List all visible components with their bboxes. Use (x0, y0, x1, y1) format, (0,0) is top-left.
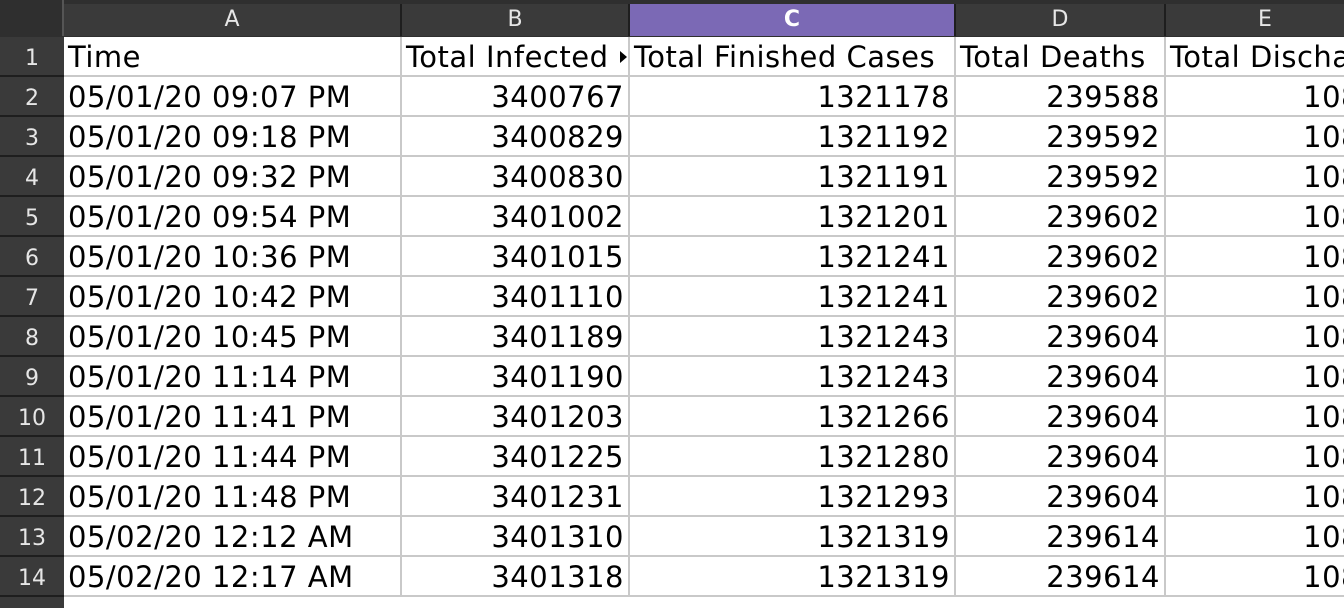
cell-d2[interactable]: 239588 (956, 77, 1166, 117)
cell-c13[interactable]: 1321319 (630, 517, 956, 557)
cell-e10[interactable]: 108 (1166, 397, 1344, 437)
cell-b8[interactable]: 3401189 (402, 317, 630, 357)
cell-d12[interactable]: 239604 (956, 477, 1166, 517)
cell-d4[interactable]: 239592 (956, 157, 1166, 197)
cell-b7[interactable]: 3401110 (402, 277, 630, 317)
column-header-d[interactable]: D (956, 4, 1166, 36)
row-header-8[interactable]: 8 (0, 317, 64, 357)
cell-e7[interactable]: 108 (1166, 277, 1344, 317)
cell-c14[interactable]: 1321319 (630, 557, 956, 597)
cell-e13[interactable]: 108 (1166, 517, 1344, 557)
row-header-1[interactable]: 1 (0, 37, 64, 77)
select-all-corner[interactable] (0, 0, 64, 36)
cell-d13[interactable]: 239614 (956, 517, 1166, 557)
cell-c6[interactable]: 1321241 (630, 237, 956, 277)
cell-d3[interactable]: 239592 (956, 117, 1166, 157)
cell-e9[interactable]: 108 (1166, 357, 1344, 397)
row-header-14[interactable]: 14 (0, 557, 64, 597)
cell-a7[interactable]: 05/01/20 10:42 PM (64, 277, 402, 317)
cell-d10[interactable]: 239604 (956, 397, 1166, 437)
column-header-b[interactable]: B (402, 4, 630, 36)
cell-d14[interactable]: 239614 (956, 557, 1166, 597)
cell-c3[interactable]: 1321192 (630, 117, 956, 157)
cell-a12[interactable]: 05/01/20 11:48 PM (64, 477, 402, 517)
cell-d9[interactable]: 239604 (956, 357, 1166, 397)
cell-b3[interactable]: 3400829 (402, 117, 630, 157)
cell-b13[interactable]: 3401310 (402, 517, 630, 557)
cell-b11[interactable]: 3401225 (402, 437, 630, 477)
cell-a6[interactable]: 05/01/20 10:36 PM (64, 237, 402, 277)
cell-c1[interactable]: Total Finished Cases (630, 37, 956, 77)
cell-c2[interactable]: 1321178 (630, 77, 956, 117)
cell-d6[interactable]: 239602 (956, 237, 1166, 277)
cell-b4[interactable]: 3400830 (402, 157, 630, 197)
cell-a9[interactable]: 05/01/20 11:14 PM (64, 357, 402, 397)
row-header-2[interactable]: 2 (0, 77, 64, 117)
cell-c5[interactable]: 1321201 (630, 197, 956, 237)
row-header-13[interactable]: 13 (0, 517, 64, 557)
cell-d5[interactable]: 239602 (956, 197, 1166, 237)
cell-a5[interactable]: 05/01/20 09:54 PM (64, 197, 402, 237)
cell-e11[interactable]: 108 (1166, 437, 1344, 477)
cell-a2[interactable]: 05/01/20 09:07 PM (64, 77, 402, 117)
cell-c7[interactable]: 1321241 (630, 277, 956, 317)
cell-a13[interactable]: 05/02/20 12:12 AM (64, 517, 402, 557)
cell-a11[interactable]: 05/01/20 11:44 PM (64, 437, 402, 477)
row-header-10[interactable]: 10 (0, 397, 64, 437)
cell-a4[interactable]: 05/01/20 09:32 PM (64, 157, 402, 197)
cell-d7[interactable]: 239602 (956, 277, 1166, 317)
cell-b1[interactable]: Total Infected (402, 37, 630, 77)
cell-a3[interactable]: 05/01/20 09:18 PM (64, 117, 402, 157)
cell-e3[interactable]: 108 (1166, 117, 1344, 157)
cell-e12[interactable]: 108 (1166, 477, 1344, 517)
column-header-c[interactable]: C (630, 4, 956, 36)
cell-c4[interactable]: 1321191 (630, 157, 956, 197)
cell-b9[interactable]: 3401190 (402, 357, 630, 397)
cell-b12[interactable]: 3401231 (402, 477, 630, 517)
cell-d11[interactable]: 239604 (956, 437, 1166, 477)
row-header-12[interactable]: 12 (0, 477, 64, 517)
cell-e5[interactable]: 108 (1166, 197, 1344, 237)
cell-c8[interactable]: 1321243 (630, 317, 956, 357)
cell-d8[interactable]: 239604 (956, 317, 1166, 357)
cell-b10[interactable]: 3401203 (402, 397, 630, 437)
cell-e4[interactable]: 108 (1166, 157, 1344, 197)
cell-e8[interactable]: 108 (1166, 317, 1344, 357)
row-header-11[interactable]: 11 (0, 437, 64, 477)
cell-e1[interactable]: Total Discha (1166, 37, 1344, 77)
cell-c10[interactable]: 1321266 (630, 397, 956, 437)
row-header-6[interactable]: 6 (0, 237, 64, 277)
cell-b14[interactable]: 3401318 (402, 557, 630, 597)
row-header-3[interactable]: 3 (0, 117, 64, 157)
cell-c11[interactable]: 1321280 (630, 437, 956, 477)
cell-a8[interactable]: 05/01/20 10:45 PM (64, 317, 402, 357)
cell-e2[interactable]: 108 (1166, 77, 1344, 117)
row-header-4[interactable]: 4 (0, 157, 64, 197)
row-header-9[interactable]: 9 (0, 357, 64, 397)
cell-b6[interactable]: 3401015 (402, 237, 630, 277)
column-header-a[interactable]: A (64, 4, 402, 36)
cell-c9[interactable]: 1321243 (630, 357, 956, 397)
cell-e14[interactable]: 108 (1166, 557, 1344, 597)
cell-e6[interactable]: 108 (1166, 237, 1344, 277)
cell-b2[interactable]: 3400767 (402, 77, 630, 117)
text-overflow-arrow-icon (620, 51, 627, 63)
row-header-7[interactable]: 7 (0, 277, 64, 317)
cell-b5[interactable]: 3401002 (402, 197, 630, 237)
cell-a14[interactable]: 05/02/20 12:17 AM (64, 557, 402, 597)
cell-a10[interactable]: 05/01/20 11:41 PM (64, 397, 402, 437)
row-header-5[interactable]: 5 (0, 197, 64, 237)
cell-c12[interactable]: 1321293 (630, 477, 956, 517)
column-header-e[interactable]: E (1166, 4, 1344, 36)
cell-d1[interactable]: Total Deaths (956, 37, 1166, 77)
cell-a1[interactable]: Time (64, 37, 402, 77)
